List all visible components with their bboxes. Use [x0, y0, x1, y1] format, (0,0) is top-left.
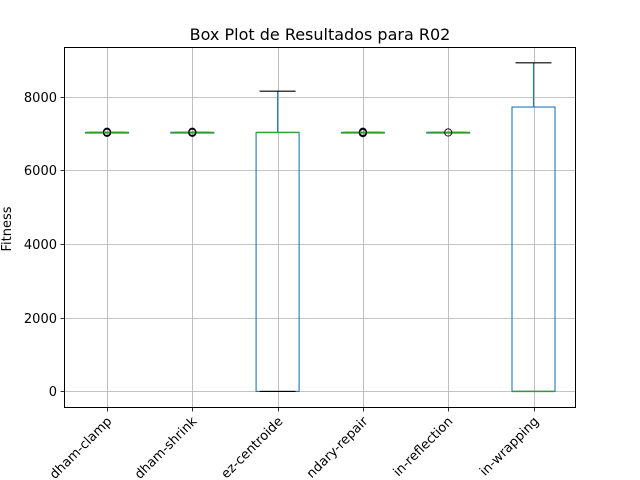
- box-body: [255, 131, 300, 392]
- y-tick-label: 8000: [24, 91, 57, 106]
- y-axis-label: Fitness: [0, 206, 15, 251]
- plot-frame: [64, 47, 576, 408]
- x-tick-label: ez-centroide: [219, 414, 287, 480]
- grid-lines: [64, 47, 576, 408]
- chart-title: Box Plot de Resultados para R02: [190, 25, 451, 44]
- x-tick-label: dham-clamp: [47, 414, 115, 480]
- x-tick-label: in-reflection: [391, 414, 457, 480]
- outlier-point: [444, 128, 453, 137]
- box-group: [511, 62, 556, 393]
- y-tick-label: 0: [49, 385, 57, 400]
- box-plot-series: [84, 62, 556, 393]
- box-group: [255, 90, 300, 392]
- y-tick-label: 4000: [24, 238, 57, 253]
- outlier-point: [358, 127, 367, 136]
- x-tick-label: ndary-repair: [304, 414, 372, 480]
- axis-ticks: 0 2000 4000 6000 8000: [24, 91, 535, 412]
- y-tick-label: 2000: [24, 312, 57, 327]
- box-body: [511, 106, 556, 392]
- box-group: [426, 128, 471, 137]
- box-group: [170, 127, 215, 137]
- outlier-point: [188, 127, 197, 136]
- y-tick-label: 6000: [24, 164, 57, 179]
- outlier-point: [102, 127, 112, 136]
- x-tick-label: dham-shrink: [132, 414, 201, 480]
- box-group: [84, 127, 130, 137]
- x-tick-labels: dham-clamp dham-shrink ez-centroide ndary-r…: [47, 414, 542, 480]
- box-group: [340, 127, 385, 138]
- x-tick-label: in-wrapping: [477, 414, 542, 479]
